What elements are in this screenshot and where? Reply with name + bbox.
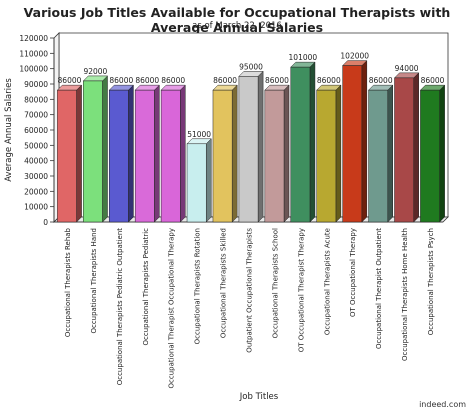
bar: [342, 65, 363, 223]
bar: [108, 89, 129, 223]
bar: [394, 77, 414, 223]
bar: [420, 89, 440, 223]
bar-value-label: 92000: [83, 67, 107, 76]
bar-value-label: 86000: [317, 76, 341, 85]
chart-title: Various Job Titles Available for Occupat…: [23, 5, 451, 35]
bar-side: [128, 84, 134, 223]
y-tick-label: 50000: [24, 141, 48, 150]
bar-side: [413, 72, 419, 223]
y-tick-label: 100000: [19, 65, 48, 74]
bar-value-label: 95000: [239, 62, 263, 71]
y-tick-label: 110000: [19, 49, 48, 58]
bar-side: [283, 84, 290, 223]
bar-value-label: 102000: [340, 52, 369, 61]
chart-subtitle: as of March 22, 2016: [192, 21, 282, 31]
bar-side: [309, 61, 316, 223]
x-tick-label: Occupational Therapists Rotation: [194, 228, 202, 344]
bar-value-label: 86000: [58, 76, 82, 85]
y-tick-label: 70000: [24, 111, 48, 120]
bar-side: [257, 70, 264, 223]
bar: [83, 80, 103, 223]
bar: [160, 89, 181, 223]
bar-side: [102, 75, 108, 223]
bar-side: [439, 84, 445, 223]
x-tick-label: Occupational Therapists Pediatric Outpat…: [116, 228, 124, 386]
x-tick-label: Occupational Therapists Home Health: [401, 228, 409, 361]
x-tick-label: Occupational Therapists School: [271, 228, 279, 338]
y-tick-label: 120000: [19, 34, 48, 43]
y-tick-label: 80000: [24, 95, 48, 104]
bar-value-label: 86000: [109, 76, 133, 85]
bar-side: [387, 84, 394, 223]
bar-value-label: 86000: [161, 76, 185, 85]
y-tick-label: 60000: [24, 126, 48, 135]
x-tick-label: OT Occupational Therapy: [349, 228, 357, 317]
bar: [316, 89, 337, 223]
y-tick-label: 10000: [24, 203, 48, 212]
bar-value-label: 86000: [265, 76, 289, 85]
x-axis-label: Job Titles: [239, 392, 279, 402]
bar-value-label: 86000: [135, 76, 159, 85]
x-tick-label: Occupational Therapist Outpatient: [375, 228, 383, 349]
y-tick-label: 90000: [24, 80, 48, 89]
bar-value-label: 94000: [395, 64, 419, 73]
y-tick-label: 0: [43, 218, 48, 227]
bar-value-label: 101000: [289, 53, 318, 62]
bar: [368, 89, 389, 223]
bar: [134, 89, 155, 223]
source-credit: indeed.com: [419, 400, 466, 409]
bar-side: [154, 84, 160, 223]
x-tick-label: Outpatient Occupational Therapists: [246, 228, 254, 353]
x-tick-label: Occupational Therapists Acute: [323, 228, 331, 335]
bar: [212, 89, 233, 223]
x-tick-label: Occupational Therapists Hand: [90, 228, 98, 334]
y-tick-label: 20000: [24, 187, 48, 196]
bar-value-label: 51000: [187, 130, 211, 139]
bar: [186, 143, 207, 223]
bar: [290, 66, 311, 223]
bar-side: [180, 84, 186, 223]
y-tick-label: 40000: [24, 157, 48, 166]
x-tick-label: Occupational Therapists Skilled: [220, 228, 228, 338]
x-tick-label: Occupational Therapists Psych: [427, 228, 435, 335]
x-tick-label: Occupational Therapists Pediatric: [142, 228, 150, 346]
y-tick-label: 30000: [24, 172, 48, 181]
bar-value-label: 86000: [213, 76, 237, 85]
x-tick-label: Occupational Therapist Occupational Ther…: [168, 228, 176, 388]
bar-value-label: 86000: [421, 76, 445, 85]
bar-side: [361, 59, 368, 223]
y-axis-label: Average Annual Salaries: [4, 78, 14, 182]
bar: [238, 76, 259, 223]
x-tick-label: OT Occupational Therapist Therapy: [297, 228, 305, 352]
bar-value-label: 86000: [369, 76, 393, 85]
x-tick-label: Occupational Therapists Rehab: [64, 227, 72, 337]
bar-side: [231, 84, 238, 223]
bar-side: [335, 84, 342, 223]
bar-side: [205, 138, 212, 223]
bar: [57, 89, 77, 223]
bar-side: [76, 84, 82, 223]
bar: [264, 89, 285, 223]
